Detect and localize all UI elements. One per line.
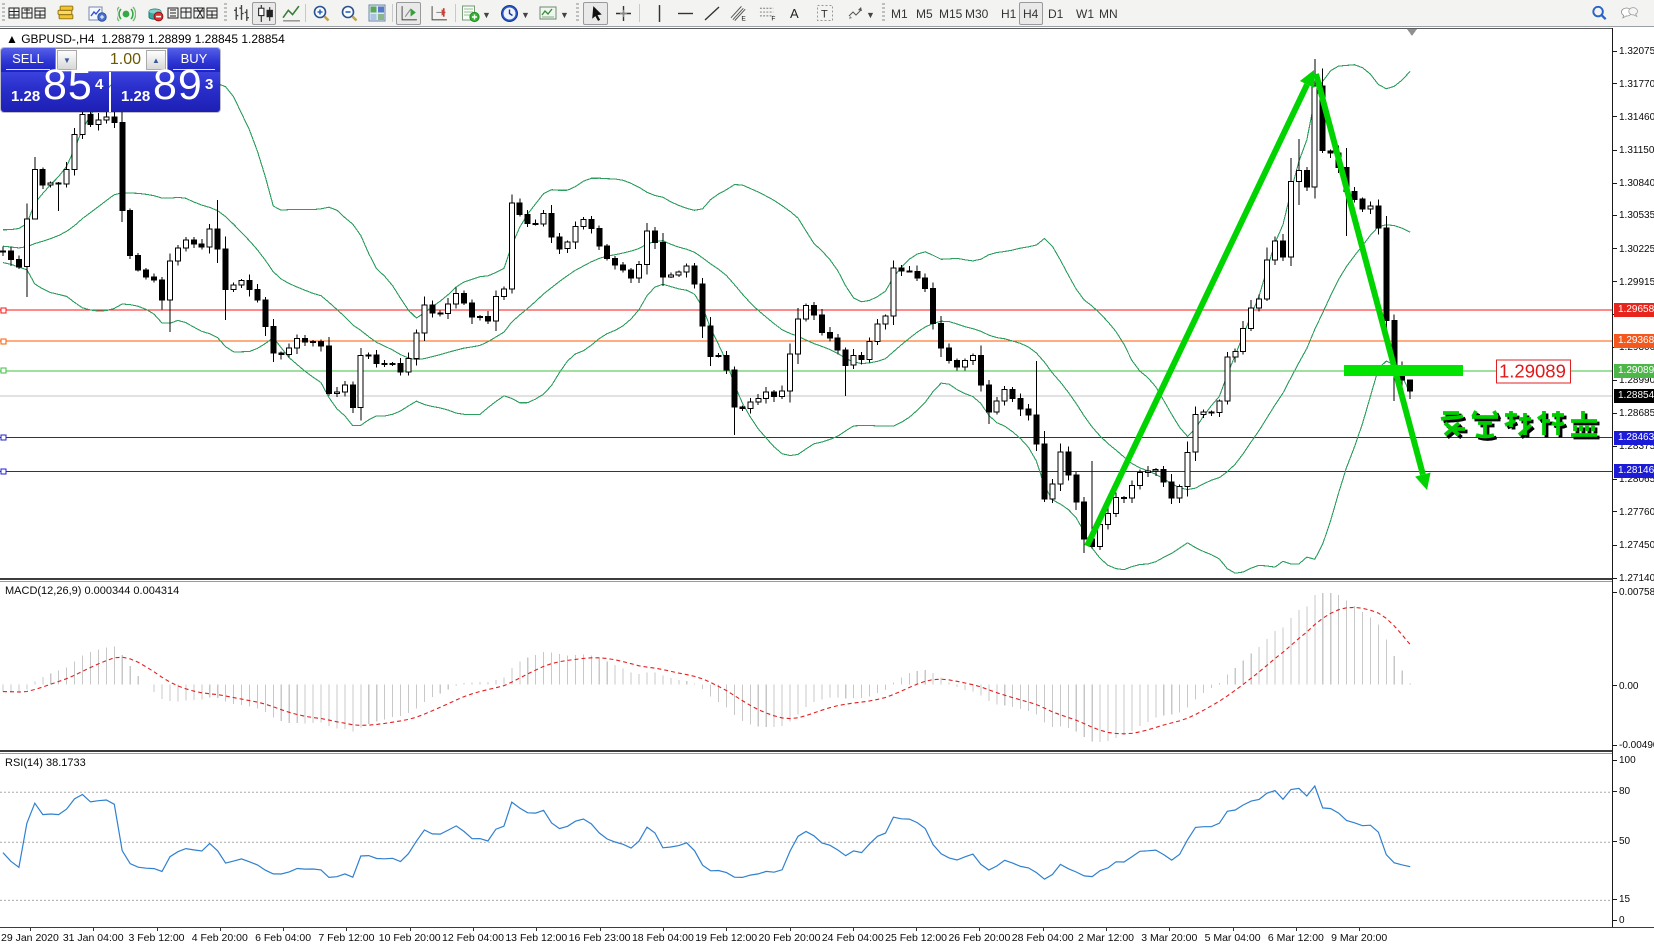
svg-text:T: T [821,9,828,21]
svg-text:F: F [771,16,775,23]
svg-text:1.29089: 1.29089 [1499,361,1566,382]
svg-text:E: E [741,16,746,23]
